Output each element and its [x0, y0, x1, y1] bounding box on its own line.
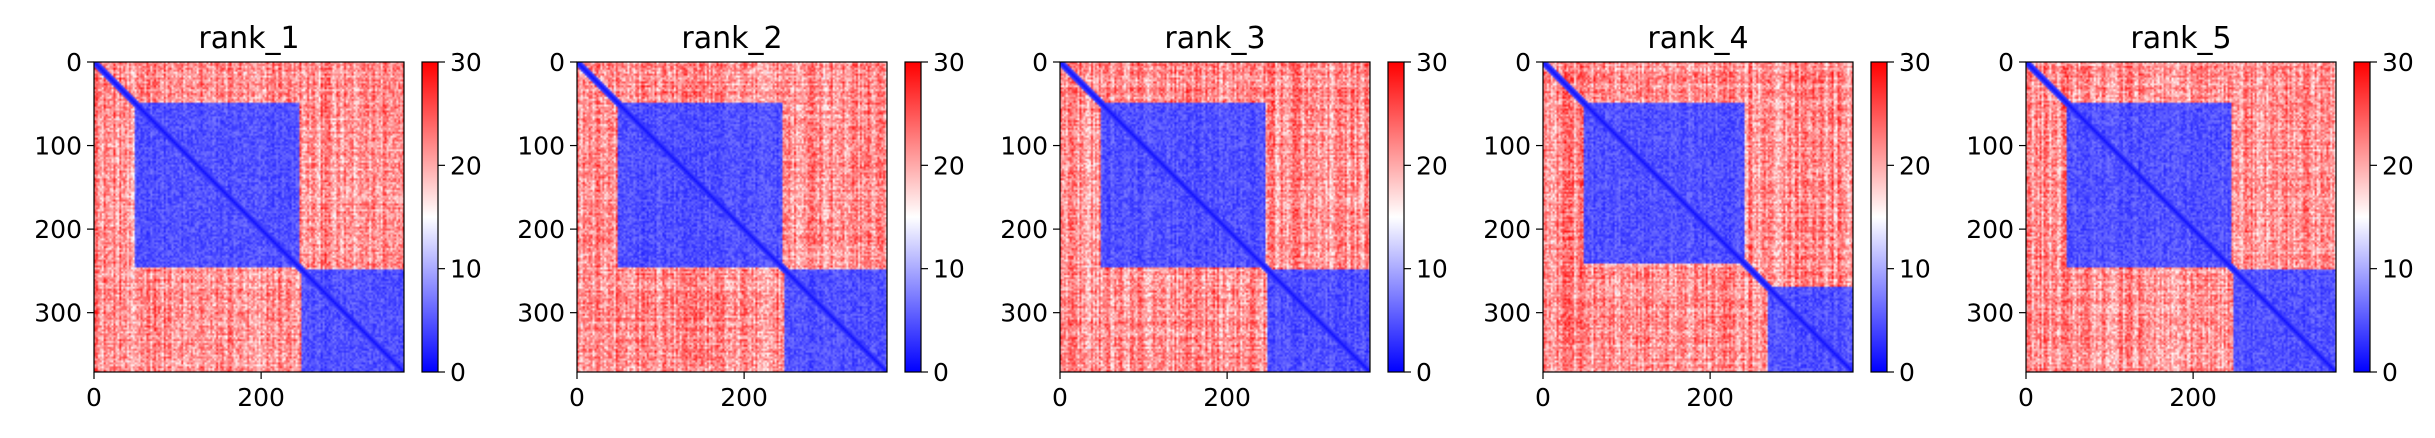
- colorbar-tick-label: 20: [450, 151, 482, 180]
- plot-frame: [1059, 61, 1371, 373]
- colorbar-tick-label: 10: [1416, 255, 1448, 284]
- y-tick-label: 200: [1966, 215, 2014, 244]
- colorbar: [904, 61, 922, 373]
- colorbar-tick-label: 20: [1416, 151, 1448, 180]
- plot-frame: [1542, 61, 1854, 373]
- colorbar-tick-label: 30: [450, 48, 482, 77]
- panel-title: rank_5: [2130, 21, 2231, 56]
- heatmap-image: [2026, 62, 2336, 372]
- plot-frame: [576, 61, 888, 373]
- panel-title: rank_3: [1164, 21, 1265, 56]
- x-tick-label: 200: [2169, 383, 2217, 412]
- x-tick-label: 0: [1052, 383, 1068, 412]
- y-tick-label: 100: [1000, 132, 1048, 161]
- heatmap-panel-4: rank_4 0 200 0 100 200 300 0 10 20 30: [1483, 21, 1931, 412]
- heatmap-panel-1: rank_1 0 200 0 100 200 300 0 10 20 30: [34, 21, 482, 412]
- y-tick-label: 300: [1000, 299, 1048, 328]
- colorbar: [1870, 61, 1888, 373]
- colorbar-tick-label: 0: [933, 358, 949, 387]
- x-tick-label: 0: [2018, 383, 2034, 412]
- y-tick-label: 0: [1032, 48, 1048, 77]
- y-tick-label: 0: [1998, 48, 2014, 77]
- y-tick-label: 100: [517, 132, 565, 161]
- panel-title: rank_2: [681, 21, 782, 56]
- colorbar-tick-label: 0: [2382, 358, 2398, 387]
- colorbar-tick-label: 30: [1416, 48, 1448, 77]
- colorbar-tick-label: 20: [1899, 151, 1931, 180]
- heatmap-image: [577, 62, 887, 372]
- colorbar-tick-label: 20: [2382, 151, 2414, 180]
- y-tick-label: 300: [517, 299, 565, 328]
- x-tick-label: 200: [720, 383, 768, 412]
- y-tick-label: 300: [1483, 299, 1531, 328]
- y-tick-label: 100: [1483, 132, 1531, 161]
- y-tick-label: 0: [549, 48, 565, 77]
- x-tick-label: 0: [86, 383, 102, 412]
- y-tick-label: 0: [1515, 48, 1531, 77]
- heatmap-image: [1543, 62, 1853, 372]
- y-tick-label: 200: [1483, 215, 1531, 244]
- y-tick-label: 300: [1966, 299, 2014, 328]
- colorbar-tick-label: 10: [933, 255, 965, 284]
- colorbar-tick-label: 10: [2382, 255, 2414, 284]
- x-tick-label: 200: [237, 383, 285, 412]
- colorbar: [1387, 61, 1405, 373]
- x-tick-label: 200: [1686, 383, 1734, 412]
- heatmap-panel-5: rank_5 0 200 0 100 200 300 0 10 20 30: [1966, 21, 2414, 412]
- panel-title: rank_1: [198, 21, 299, 56]
- colorbar-tick-label: 20: [933, 151, 965, 180]
- y-tick-label: 200: [1000, 215, 1048, 244]
- colorbar-tick-label: 0: [1416, 358, 1432, 387]
- y-tick-label: 300: [34, 299, 82, 328]
- heatmap-panel-2: rank_2 0 200 0 100 200 300 0 10 20 30: [517, 21, 965, 412]
- x-tick-label: 200: [1203, 383, 1251, 412]
- colorbar: [421, 61, 439, 373]
- x-tick-label: 0: [569, 383, 585, 412]
- y-tick-label: 200: [517, 215, 565, 244]
- heatmap-image: [94, 62, 404, 372]
- y-tick-label: 200: [34, 215, 82, 244]
- colorbar-tick-label: 30: [2382, 48, 2414, 77]
- panel-title: rank_4: [1647, 21, 1748, 56]
- plot-frame: [2025, 61, 2337, 373]
- heatmap-panel-3: rank_3 0 200 0 100 200 300 0 10 20 30: [1000, 21, 1448, 412]
- heatmap-image: [1060, 62, 1370, 372]
- x-tick-label: 0: [1535, 383, 1551, 412]
- colorbar-tick-label: 10: [450, 255, 482, 284]
- colorbar-tick-label: 30: [1899, 48, 1931, 77]
- y-tick-label: 0: [66, 48, 82, 77]
- colorbar: [2353, 61, 2371, 373]
- colorbar-tick-label: 0: [450, 358, 466, 387]
- y-tick-label: 100: [34, 132, 82, 161]
- y-tick-label: 100: [1966, 132, 2014, 161]
- colorbar-tick-label: 0: [1899, 358, 1915, 387]
- colorbar-tick-label: 10: [1899, 255, 1931, 284]
- plot-frame: [93, 61, 405, 373]
- colorbar-tick-label: 30: [933, 48, 965, 77]
